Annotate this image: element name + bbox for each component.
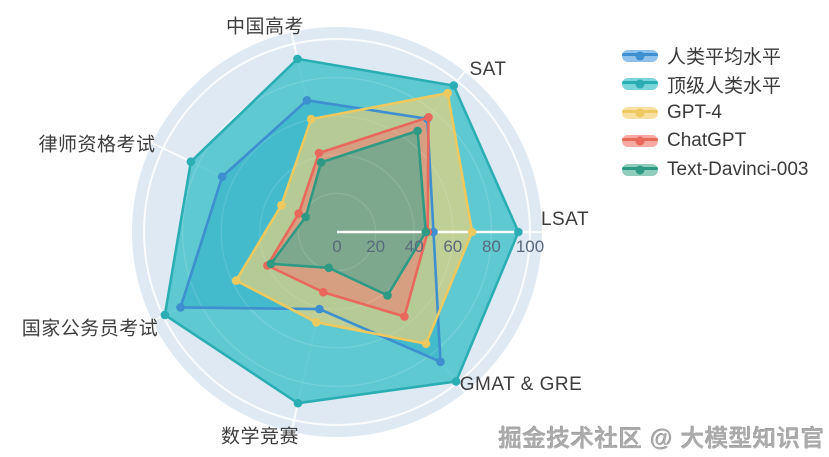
axis-label-5: 数学竞赛 <box>220 426 300 448</box>
legend-marker-dot <box>635 136 645 146</box>
watermark: 掘金技术社区 @ 大模型知识官 <box>498 425 825 451</box>
data-point <box>319 287 328 297</box>
data-point <box>293 54 302 64</box>
legend-item-ChatGPT[interactable]: ChatGPT <box>622 130 809 151</box>
axis-label-4: GMAT & GRE <box>459 374 583 395</box>
legend-item-Text-Davinci-003[interactable]: Text-Davinci-003 <box>622 158 809 180</box>
series-line-顶级人类水平 <box>160 54 523 408</box>
data-point <box>312 318 321 327</box>
axis-label-6: 国家公务员考试 <box>21 318 159 340</box>
series-line-GPT-4 <box>231 88 477 349</box>
axis-tick-label: 80 <box>482 237 501 256</box>
axis-tick-label: 100 <box>516 237 544 256</box>
axis-label-1: 中国高考 <box>225 16 305 38</box>
data-point <box>316 158 326 167</box>
data-point <box>186 157 196 166</box>
axis-tick-label: 40 <box>405 237 424 256</box>
axis-tick-label: 0 <box>332 237 341 256</box>
axis-label-7: 律师资格考试 <box>38 134 156 156</box>
axis-tick-label: 60 <box>443 237 462 256</box>
legend-label: ChatGPT <box>667 130 747 151</box>
data-point <box>294 209 304 218</box>
data-point <box>217 172 227 181</box>
data-point <box>514 227 523 237</box>
legend-marker-dot <box>635 165 645 174</box>
data-point <box>277 200 286 210</box>
data-point <box>293 398 303 408</box>
data-point <box>301 212 311 222</box>
data-point <box>467 227 477 237</box>
legend-item-GPT-4[interactable]: GPT-4 <box>622 101 809 123</box>
data-point <box>306 114 316 124</box>
series-line-Text-Davinci-003 <box>266 126 431 300</box>
data-point <box>302 96 312 105</box>
value-axis-ticks: 0 20 40 60 80 100 <box>332 237 544 256</box>
data-point <box>413 126 422 136</box>
data-point <box>231 276 241 285</box>
legend-marker-dot <box>635 108 645 117</box>
data-point <box>176 303 185 312</box>
data-point <box>266 259 276 269</box>
legend-label: Text-Davinci-003 <box>667 158 809 180</box>
legend-label: GPT-4 <box>667 101 722 123</box>
data-point <box>400 312 409 321</box>
data-point <box>383 291 392 300</box>
series-area-Text-Davinci-003 <box>270 130 426 296</box>
axis-label-3: LSAT <box>540 209 590 230</box>
data-point <box>160 310 170 320</box>
legend-label: 人类平均水平 <box>667 47 782 68</box>
data-point <box>315 304 324 314</box>
data-point <box>421 339 431 349</box>
data-point <box>314 148 324 158</box>
legend-marker-icon <box>622 106 658 119</box>
data-point <box>324 263 334 273</box>
data-point <box>443 88 453 98</box>
data-point <box>424 113 433 122</box>
legend-item-人类平均水平[interactable]: 人类平均水平 <box>622 46 809 68</box>
axis-label-2: SAT <box>469 59 507 80</box>
legend-label: 顶级人类水平 <box>667 75 782 97</box>
data-point <box>449 81 459 90</box>
data-point <box>421 227 431 237</box>
legend: 人类平均水平 顶级人类水平 GPT-4 ChatGPT Text-Davinci-003 <box>622 46 809 189</box>
data-point <box>436 357 445 367</box>
legend-marker-icon <box>622 49 658 62</box>
legend-marker-dot <box>635 51 645 60</box>
legend-item-顶级人类水平[interactable]: 顶级人类水平 <box>622 75 809 97</box>
legend-marker-icon <box>622 78 658 90</box>
data-point <box>451 377 461 386</box>
legend-marker-dot <box>635 79 645 89</box>
axis-tick-label: 20 <box>366 237 385 256</box>
legend-marker-icon <box>622 135 658 147</box>
legend-marker-icon <box>622 163 658 176</box>
